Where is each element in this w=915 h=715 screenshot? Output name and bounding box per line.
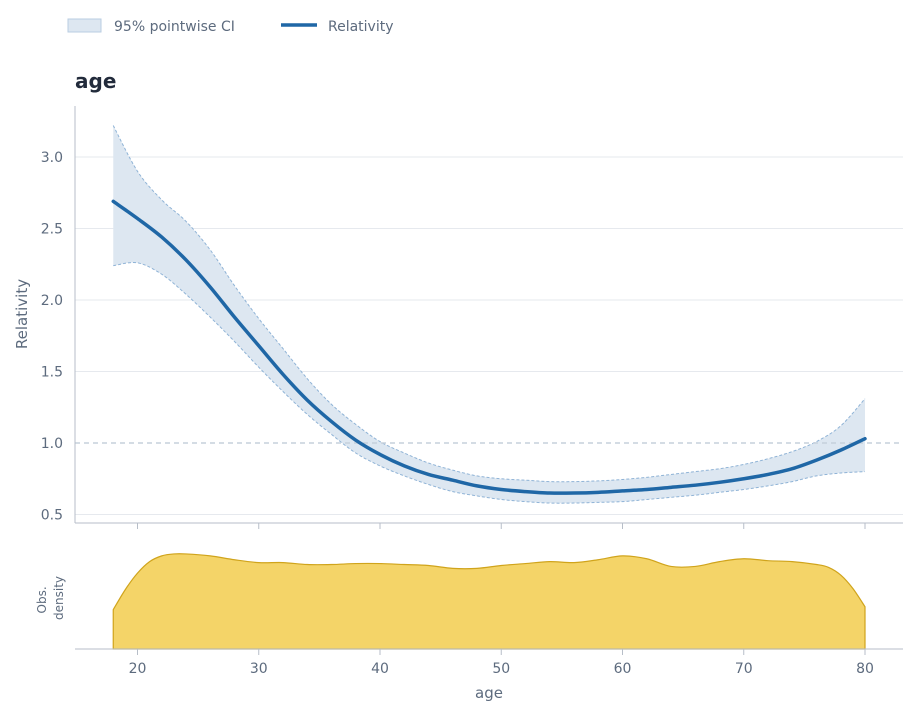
x-tick-label: 30 xyxy=(250,661,268,677)
legend-ci-swatch xyxy=(67,18,102,33)
density-area xyxy=(112,553,866,650)
y-tick-label: 2.5 xyxy=(41,222,63,238)
legend: 95% pointwise CI Relativity xyxy=(67,18,394,35)
y-tick-label: 2.0 xyxy=(41,293,63,309)
y-tick-label: 3.0 xyxy=(41,150,63,166)
x-tick-label: 50 xyxy=(492,661,510,677)
density-axis-label: Obs. density xyxy=(35,576,66,620)
density-x-ticks: 20 30 40 50 60 70 80 xyxy=(129,649,874,677)
y-axis-label: Relativity xyxy=(13,279,31,349)
y-tick-label: 0.5 xyxy=(41,508,63,524)
x-axis-label: age xyxy=(475,684,503,702)
chart-title: age xyxy=(75,69,116,93)
y-tick-label: 1.0 xyxy=(41,436,63,452)
legend-ci-label: 95% pointwise CI xyxy=(114,19,235,35)
ci-lower-edge xyxy=(113,262,866,504)
x-tick-label: 60 xyxy=(614,661,632,677)
ci-band xyxy=(113,125,865,504)
x-tick-label: 70 xyxy=(735,661,753,677)
main-y-ticks: 0.5 1.0 1.5 2.0 2.5 3.0 xyxy=(41,150,63,524)
x-tick-label: 80 xyxy=(856,661,874,677)
main-x-ticks xyxy=(137,523,866,529)
x-tick-label: 20 xyxy=(129,661,147,677)
legend-line-label: Relativity xyxy=(328,19,394,35)
x-tick-label: 40 xyxy=(371,661,389,677)
ci-upper-edge xyxy=(112,125,866,483)
relativity-line xyxy=(111,199,867,495)
y-tick-label: 1.5 xyxy=(41,365,63,381)
